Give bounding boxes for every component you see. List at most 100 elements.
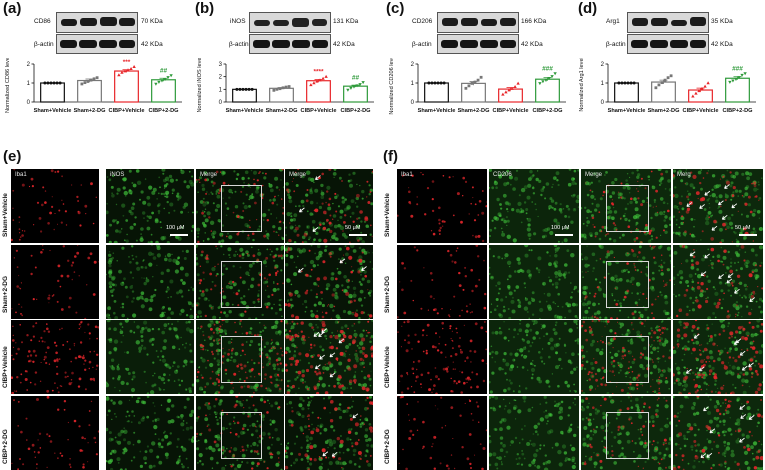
data-point [633,82,636,85]
x-tick-label: Sham+2-DG [648,108,680,114]
row-label: Sham+Vehicle [384,193,391,237]
data-point [538,82,541,85]
blot-a-actin-kda: 42 KDa [141,41,163,48]
data-point [620,82,623,85]
blot-band-image [628,13,708,32]
fluorescence-image [673,245,763,319]
blot-band-image [57,13,137,32]
data-point [617,82,620,85]
blot-c-marker-kda: 166 KDa [521,18,546,25]
data-point [504,90,507,93]
blot-b-actin-label: β-actin [229,41,249,48]
micrograph-tile [673,245,763,319]
scale-bar [739,234,757,236]
micrograph-tile [11,320,99,394]
bar-CIBP+2-DG [344,86,368,102]
fluorescence-image [11,396,99,470]
micrograph-tile: iNOS 100 μM [106,169,194,243]
fluorescence-image [285,169,373,243]
blot-c-marker-label: CD206 [412,18,432,25]
blot-band-image [250,35,330,53]
bar-Sham+2-DG [462,83,486,102]
data-point [630,82,633,85]
data-point [154,83,157,86]
data-point [728,81,731,84]
blot-d-marker-label: Arg1 [606,18,620,25]
fluorescence-image [285,320,373,394]
significance-label: *** [123,59,131,66]
y-tick-label: 0 [601,100,605,106]
row-label: Sham+2-DG [384,276,391,313]
channel-label: iNOS [110,172,124,178]
blot-b-actin-kda: 42 KDa [333,41,355,48]
y-tick-label: 2 [411,62,415,68]
data-point [437,82,440,85]
fluorescence-image [11,245,99,319]
zoom-region-box [606,185,649,231]
data-point [235,88,238,91]
panel-letter-f: (f) [383,148,398,165]
micrograph-tile [581,396,671,470]
data-point [501,93,504,96]
x-tick-label: Sham+Vehicle [418,108,456,114]
panel-letter-b: (b) [195,0,214,17]
micrograph-tile [196,396,284,470]
x-tick-label: CIBP+Vehicle [109,108,145,114]
blot-a-actin-strip [56,34,138,54]
data-point [84,81,87,84]
data-point [480,76,483,79]
data-point [623,82,626,85]
scale-bar [170,234,188,236]
data-point [464,87,467,90]
micrograph-tile [673,396,763,470]
data-point [706,81,709,84]
data-point [276,88,279,91]
y-tick-label: 2 [27,62,31,68]
y-tick-label: 3 [219,62,223,68]
channel-label: CD206 [493,172,512,178]
micrograph-tile [581,245,671,319]
data-point [474,81,477,84]
x-tick-label: CIBP+Vehicle [683,108,719,114]
fluorescence-image [397,169,487,243]
data-point [248,88,251,91]
micrograph-tile [285,320,373,394]
data-point [477,79,480,82]
x-tick-label: CIBP+Vehicle [301,108,337,114]
scale-bar-label: 100 μM [166,225,184,231]
micrograph-tile: Merge [581,169,671,243]
data-point [627,82,630,85]
data-point [361,81,364,84]
significance-label: ## [352,74,360,81]
data-point [169,74,172,77]
blot-b-marker-kda: 131 KDa [333,18,358,25]
micrograph-tile [285,396,373,470]
micrograph-tile [397,396,487,470]
blot-b-marker-label: iNOS [230,18,246,25]
blot-c-actin-kda: 42 KDa [521,41,543,48]
blot-a-marker-label: CD86 [34,18,51,25]
data-point [670,74,673,77]
fluorescence-image [489,320,579,394]
y-axis-label: Normalized iNOS levels [197,58,203,113]
blot-band-image [57,35,137,53]
data-point [433,82,436,85]
data-point [93,77,96,80]
panel-letter-c: (c) [386,0,404,17]
data-point [90,79,93,82]
scale-bar-label: 100 μM [551,225,569,231]
zoom-region-box [221,412,263,458]
data-point [324,75,327,78]
data-point [241,88,244,91]
micrograph-tile [489,320,579,394]
zoom-region-box [606,412,649,458]
zoom-region-box [606,261,649,307]
channel-label: Merge [200,172,217,178]
data-point [43,82,46,85]
micrograph-tile [106,396,194,470]
data-point [694,92,697,95]
data-point [312,81,315,84]
